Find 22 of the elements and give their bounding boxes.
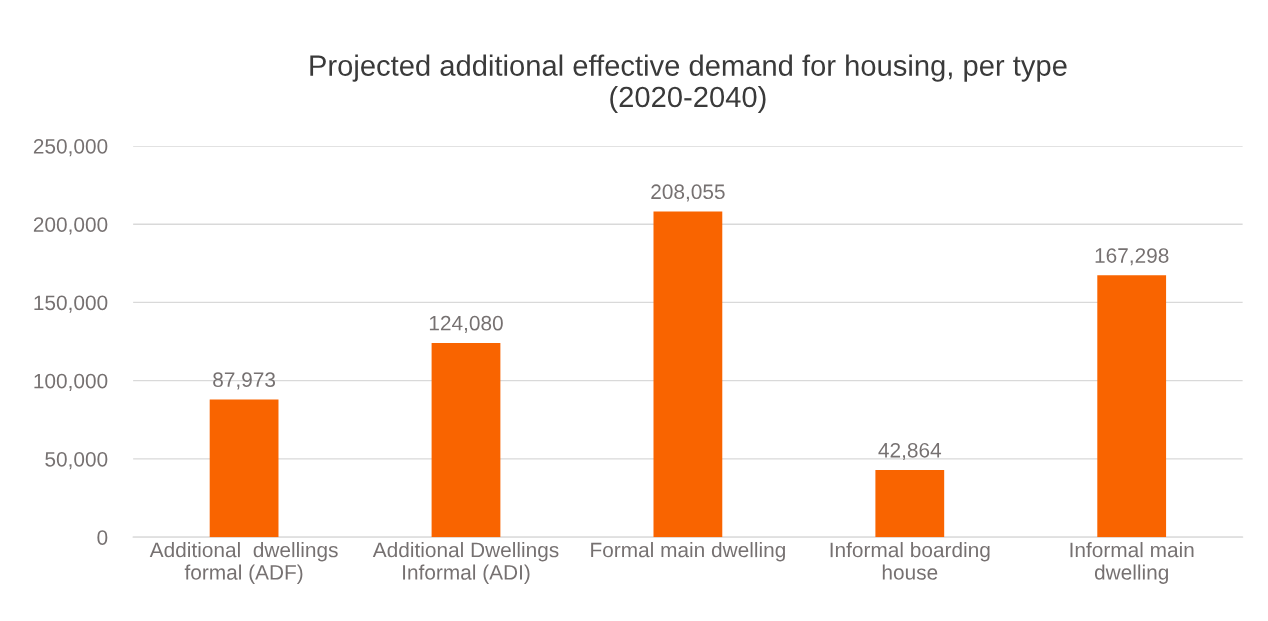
y-tick-label: 150,000	[34, 295, 108, 313]
x-tick-label: Additional Dwellings Informal (ADI)	[372, 542, 559, 584]
y-tick-label: 250,000	[33, 138, 108, 157]
y-tick-label: 0	[97, 530, 108, 545]
bar	[875, 470, 945, 538]
x-tick-label: Informal main dwelling	[1070, 542, 1194, 584]
data-label: 208,055	[651, 184, 725, 202]
chart-title: Projected additional effective demand for housing, per type (2020-2040)	[310, 54, 1067, 114]
x-tick-label: Informal boarding house	[830, 542, 990, 580]
x-tick-label: Additional dwellings formal (ADF)	[149, 542, 338, 584]
y-tick-label: 200,000	[33, 217, 108, 235]
data-label: 42,864	[878, 442, 942, 461]
y-tick-label: 100,000	[34, 373, 108, 391]
bar	[1097, 275, 1167, 538]
bar	[653, 211, 723, 538]
bar	[431, 342, 501, 538]
data-label: 87,973	[213, 372, 276, 390]
data-label: 167,298	[1095, 248, 1169, 266]
x-tick-label: Formal main dwelling	[591, 542, 785, 562]
bar	[209, 399, 279, 538]
data-label: 124,080	[429, 315, 503, 333]
y-tick-label: 50,000	[45, 451, 108, 470]
